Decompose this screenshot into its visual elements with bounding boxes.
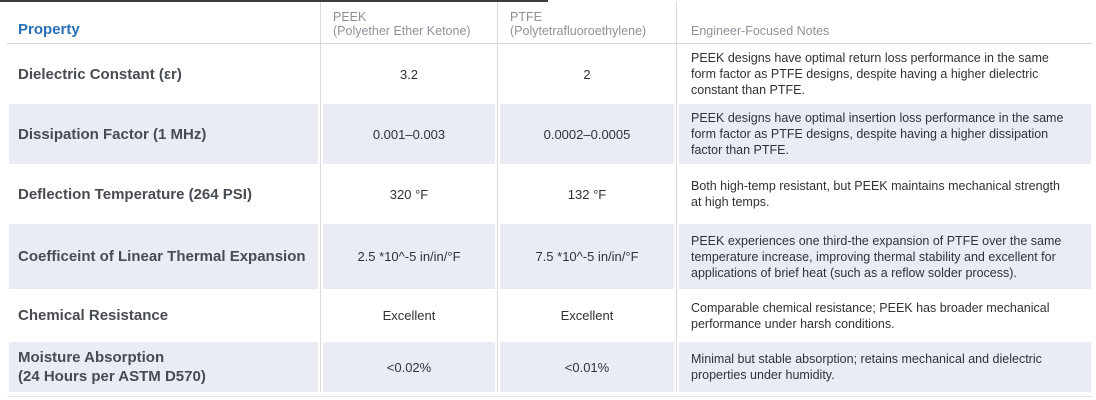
ptfe-value-cell: <0.01% <box>497 342 676 392</box>
column-header-peek-label: PEEK <box>333 10 367 24</box>
column-header-ptfe: PTFE (Polytetrafluoroethylene) <box>497 2 676 43</box>
notes-cell: Both high-temp resistant, but PEEK maint… <box>676 164 1093 224</box>
table-header-row: Property PEEK (Polyether Ether Ketone) P… <box>7 2 1093 44</box>
ptfe-value-cell: 2 <box>497 44 676 104</box>
peek-value-cell: 2.5 *10^-5 in/in/°F <box>320 224 497 289</box>
notes-cell: Comparable chemical resistance; PEEK has… <box>676 289 1093 342</box>
peek-value-cell: 320 °F <box>320 164 497 224</box>
column-header-peek-sublabel: (Polyether Ether Ketone) <box>333 24 471 38</box>
table-row: Coefficeint of Linear Thermal Expansion … <box>7 224 1093 289</box>
column-header-ptfe-label: PTFE <box>510 10 542 24</box>
peek-value-cell: <0.02% <box>320 342 497 392</box>
property-cell: Coefficeint of Linear Thermal Expansion <box>7 224 320 289</box>
ptfe-value-cell: 7.5 *10^-5 in/in/°F <box>497 224 676 289</box>
column-header-property: Property <box>18 21 80 38</box>
property-cell: Dielectric Constant (εr) <box>18 65 182 83</box>
property-cell: Deflection Temperature (264 PSI) <box>18 185 252 203</box>
table-row: Dissipation Factor (1 MHz) 0.001–0.003 0… <box>7 104 1093 164</box>
column-header-notes: Engineer-Focused Notes <box>676 2 1093 43</box>
peek-value-cell: Excellent <box>320 289 497 342</box>
property-cell: Chemical Resistance <box>18 307 169 324</box>
property-cell: Dissipation Factor (1 MHz) <box>7 104 320 164</box>
column-header-peek: PEEK (Polyether Ether Ketone) <box>320 2 497 43</box>
table-row: Moisture Absorption (24 Hours per ASTM D… <box>7 342 1093 392</box>
ptfe-value-cell: 0.0002–0.0005 <box>497 104 676 164</box>
ptfe-value-cell: Excellent <box>497 289 676 342</box>
table-row: Deflection Temperature (264 PSI) 320 °F … <box>7 164 1093 224</box>
table-row: Chemical Resistance Excellent Excellent … <box>7 289 1093 342</box>
peek-ptfe-comparison-table: Property PEEK (Polyether Ether Ketone) P… <box>7 2 1093 397</box>
ptfe-value-cell: 132 °F <box>497 164 676 224</box>
table-row: Dielectric Constant (εr) 3.2 2 PEEK desi… <box>7 44 1093 104</box>
peek-value-cell: 0.001–0.003 <box>320 104 497 164</box>
notes-cell: PEEK designs have optimal insertion loss… <box>676 104 1093 164</box>
column-header-ptfe-sublabel: (Polytetrafluoroethylene) <box>510 24 647 38</box>
cropped-top-edge-line <box>0 0 548 2</box>
notes-cell: PEEK designs have optimal return loss pe… <box>676 44 1093 104</box>
notes-cell: Minimal but stable absorption; retains m… <box>676 342 1093 392</box>
notes-cell: PEEK experiences one third-the expansion… <box>676 224 1093 289</box>
property-cell: Moisture Absorption (24 Hours per ASTM D… <box>7 342 320 392</box>
peek-value-cell: 3.2 <box>320 44 497 104</box>
